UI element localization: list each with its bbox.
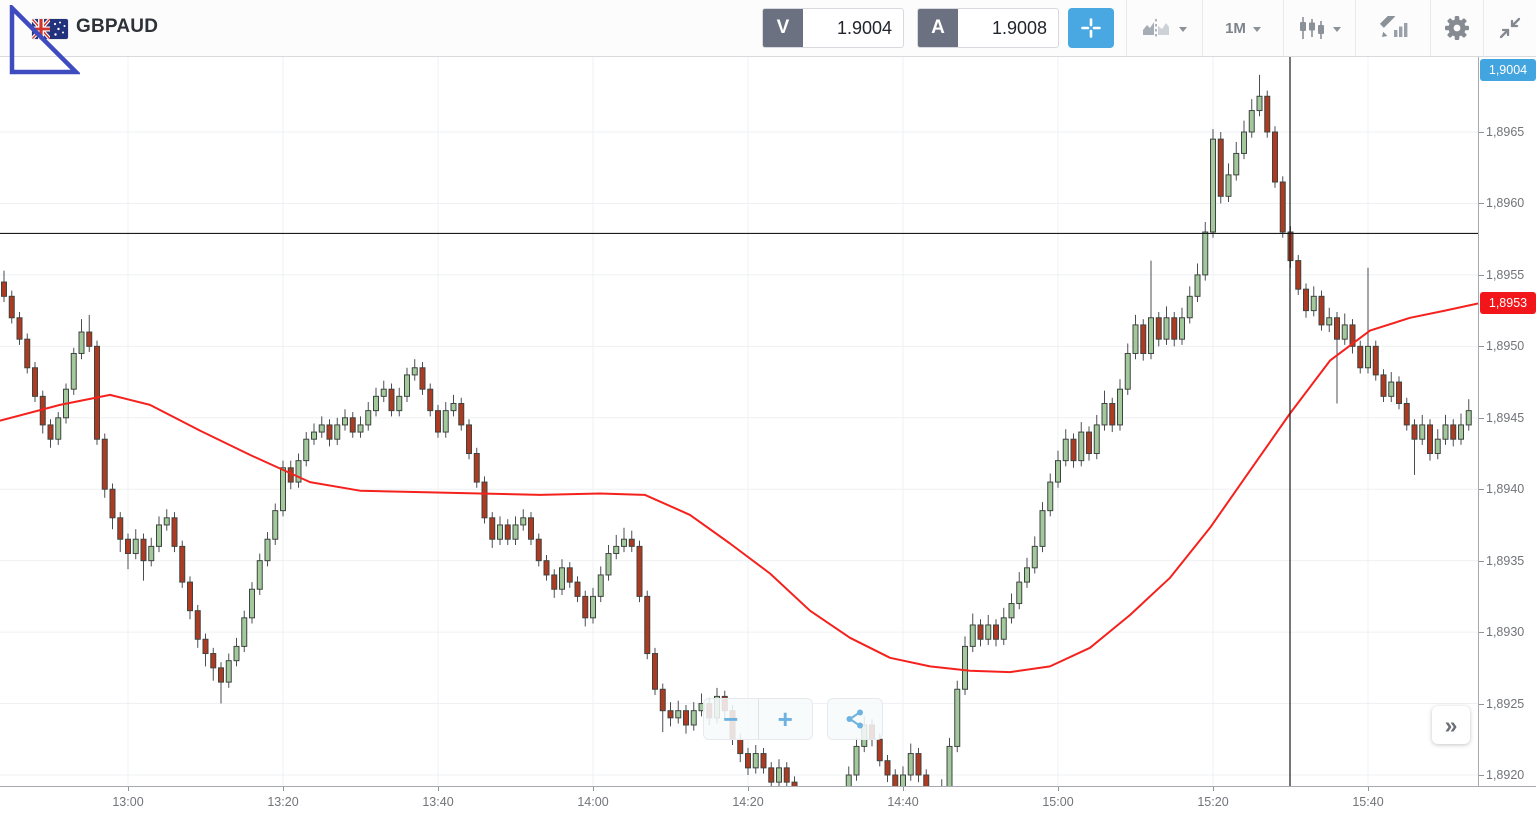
triangle-annotation[interactable] xyxy=(8,5,80,77)
toolbar: GBPAUD V 1.9004 A 1.9008 1M xyxy=(0,0,1536,57)
sell-price-value: 1.9004 xyxy=(836,17,892,38)
price-tick-label: 1,8945 xyxy=(1478,410,1525,425)
share-button[interactable] xyxy=(827,698,883,740)
timeframe-button[interactable]: 1M xyxy=(1202,0,1283,56)
crosshair-button[interactable] xyxy=(1068,8,1114,48)
buy-price-button[interactable]: A 1.9008 xyxy=(917,8,1059,48)
moving-average-line xyxy=(0,302,1478,674)
crosshair-icon xyxy=(1081,18,1101,38)
collapse-chart-button[interactable] xyxy=(1483,0,1536,56)
draw-indicators-button[interactable] xyxy=(1355,0,1430,56)
current-price-badge: 1,9004 xyxy=(1480,59,1536,81)
buy-tag: A xyxy=(918,9,958,47)
price-tick-label: 1,8950 xyxy=(1478,339,1525,354)
time-tick-mark xyxy=(903,787,904,791)
chart-layout-button[interactable] xyxy=(1126,0,1202,56)
zoom-in-button[interactable]: + xyxy=(777,704,793,734)
time-tick-label: 15:00 xyxy=(1042,795,1074,809)
zoom-controls: − + xyxy=(703,698,813,740)
expand-panel-button[interactable]: » xyxy=(1432,706,1470,744)
time-tick-label: 13:00 xyxy=(112,795,144,809)
time-tick-mark xyxy=(593,787,594,791)
time-tick-mark xyxy=(128,787,129,791)
timeframe-label: 1M xyxy=(1225,19,1246,37)
sell-price-button[interactable]: V 1.9004 xyxy=(762,8,904,48)
price-tick-label: 1,8960 xyxy=(1478,196,1525,211)
settings-button[interactable] xyxy=(1430,0,1483,56)
time-tick-mark xyxy=(438,787,439,791)
chevron-down-icon xyxy=(1252,26,1261,32)
collapse-icon xyxy=(1499,17,1521,39)
sell-tag: V xyxy=(763,9,803,47)
symbol-title: GBPAUD xyxy=(76,16,159,37)
price-tick-label: 1,8930 xyxy=(1478,625,1525,640)
time-tick-label: 15:20 xyxy=(1197,795,1229,809)
price-tick-label: 1,8940 xyxy=(1478,482,1525,497)
chevron-down-icon xyxy=(1179,26,1187,32)
ma-price-badge: 1,8953 xyxy=(1480,292,1536,315)
time-tick-label: 14:00 xyxy=(577,795,609,809)
price-axis[interactable]: 1,8965 1,8960 1,8955 1,8950 1,8945 1,8940 1,89… xyxy=(1478,57,1536,786)
price-tick-label: 1,8935 xyxy=(1478,553,1525,568)
share-icon xyxy=(846,709,863,729)
candles xyxy=(1,74,1472,786)
candle-style-button[interactable] xyxy=(1283,0,1355,56)
price-tick-label: 1,8920 xyxy=(1478,768,1525,782)
chevron-down-icon xyxy=(1333,26,1341,32)
time-tick-mark xyxy=(283,787,284,791)
time-tick-mark xyxy=(1058,787,1059,791)
chart-canvas[interactable] xyxy=(0,57,1478,786)
buy-price-value: 1.9008 xyxy=(991,17,1047,38)
time-tick-mark xyxy=(748,787,749,791)
price-tick-label: 1,8965 xyxy=(1478,125,1525,139)
time-tick-label: 15:40 xyxy=(1352,795,1384,809)
time-tick-label: 14:40 xyxy=(887,795,919,809)
time-axis[interactable]: 13:00 13:20 13:40 14:00 14:20 14:40 15:00 15:20… xyxy=(0,786,1536,823)
candle-style-icon xyxy=(1300,17,1324,39)
time-tick-label: 13:40 xyxy=(422,795,454,809)
time-tick-mark xyxy=(1213,787,1214,791)
time-tick-label: 14:20 xyxy=(732,795,764,809)
chart-type-icon xyxy=(1143,19,1169,37)
time-tick-mark xyxy=(1368,787,1369,791)
draw-indicators-icon xyxy=(1380,16,1408,37)
time-tick-label: 13:20 xyxy=(267,795,299,809)
candlestick-chart[interactable] xyxy=(0,57,1478,786)
price-tick-label: 1,8955 xyxy=(1478,267,1525,282)
settings-gear-icon xyxy=(1445,16,1469,40)
price-tick-label: 1,8925 xyxy=(1478,696,1525,711)
zoom-out-button[interactable]: − xyxy=(704,699,759,739)
